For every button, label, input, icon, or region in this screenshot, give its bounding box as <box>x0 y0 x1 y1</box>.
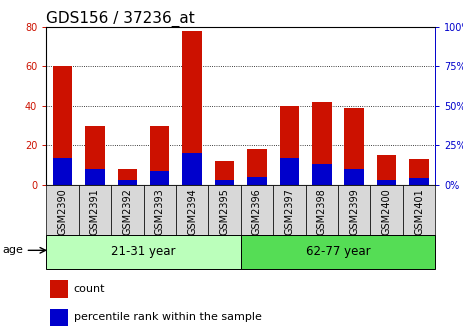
Bar <box>53 67 72 185</box>
Bar <box>79 185 111 235</box>
Text: GSM2395: GSM2395 <box>219 188 230 235</box>
Bar <box>247 177 267 185</box>
Text: GSM2398: GSM2398 <box>317 188 327 235</box>
Bar <box>46 235 241 269</box>
Text: GSM2394: GSM2394 <box>187 188 197 235</box>
Bar <box>85 169 105 185</box>
Bar <box>46 185 79 235</box>
Text: GDS156 / 37236_at: GDS156 / 37236_at <box>46 11 195 27</box>
Text: 62-77 year: 62-77 year <box>306 246 370 258</box>
Bar <box>208 185 241 235</box>
Bar <box>182 153 202 185</box>
Text: GSM2393: GSM2393 <box>155 188 165 235</box>
Text: count: count <box>74 284 105 294</box>
Bar <box>53 158 72 185</box>
Bar <box>338 185 370 235</box>
Bar <box>241 235 435 269</box>
Text: GSM2396: GSM2396 <box>252 188 262 235</box>
Bar <box>111 185 144 235</box>
Bar <box>280 106 299 185</box>
Bar <box>306 185 338 235</box>
Bar <box>247 149 267 185</box>
Bar <box>377 155 396 185</box>
Bar <box>182 31 202 185</box>
Bar <box>50 308 68 327</box>
Bar <box>118 169 137 185</box>
Text: GSM2399: GSM2399 <box>349 188 359 235</box>
Text: GSM2400: GSM2400 <box>382 188 392 235</box>
Bar <box>344 169 364 185</box>
Text: GSM2391: GSM2391 <box>90 188 100 235</box>
Bar <box>241 185 273 235</box>
Text: GSM2401: GSM2401 <box>414 188 424 235</box>
Text: GSM2397: GSM2397 <box>284 188 294 235</box>
Bar <box>215 180 234 185</box>
Bar <box>370 185 403 235</box>
Text: age: age <box>3 245 24 255</box>
Bar <box>409 159 429 185</box>
Text: 21-31 year: 21-31 year <box>111 246 176 258</box>
Bar <box>150 171 169 185</box>
Bar <box>377 180 396 185</box>
Bar <box>50 280 68 298</box>
Bar <box>85 126 105 185</box>
Bar <box>215 161 234 185</box>
Bar <box>312 164 332 185</box>
Bar <box>144 185 176 235</box>
Bar <box>150 126 169 185</box>
Bar <box>273 185 306 235</box>
Bar <box>118 180 137 185</box>
Bar <box>403 185 435 235</box>
Text: percentile rank within the sample: percentile rank within the sample <box>74 312 262 323</box>
Bar <box>176 185 208 235</box>
Text: GSM2392: GSM2392 <box>122 188 132 235</box>
Bar <box>344 108 364 185</box>
Bar <box>312 102 332 185</box>
Bar <box>280 158 299 185</box>
Text: GSM2390: GSM2390 <box>57 188 68 235</box>
Bar <box>409 178 429 185</box>
